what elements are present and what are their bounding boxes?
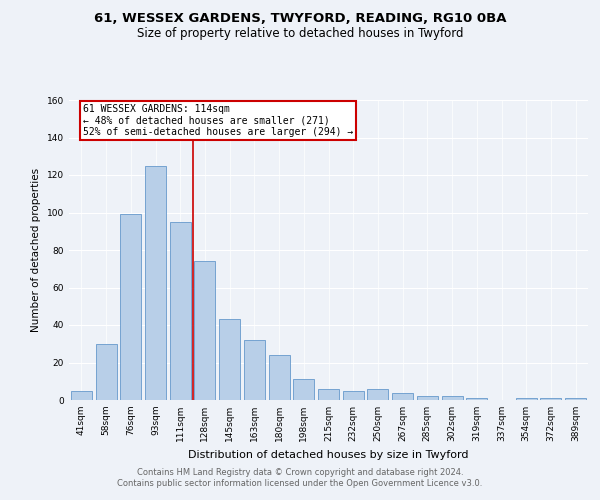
Text: 61, WESSEX GARDENS, TWYFORD, READING, RG10 0BA: 61, WESSEX GARDENS, TWYFORD, READING, RG… — [94, 12, 506, 26]
Bar — [442, 396, 463, 400]
X-axis label: Distribution of detached houses by size in Twyford: Distribution of detached houses by size … — [188, 450, 469, 460]
Bar — [392, 392, 413, 400]
Bar — [565, 398, 586, 400]
Bar — [145, 166, 166, 400]
Bar — [343, 390, 364, 400]
Bar — [516, 398, 537, 400]
Bar — [293, 380, 314, 400]
Bar — [95, 344, 116, 400]
Bar — [367, 389, 388, 400]
Text: Contains HM Land Registry data © Crown copyright and database right 2024.
Contai: Contains HM Land Registry data © Crown c… — [118, 468, 482, 487]
Bar — [318, 389, 339, 400]
Bar — [417, 396, 438, 400]
Text: 61 WESSEX GARDENS: 114sqm
← 48% of detached houses are smaller (271)
52% of semi: 61 WESSEX GARDENS: 114sqm ← 48% of detac… — [83, 104, 353, 137]
Bar — [194, 261, 215, 400]
Bar — [120, 214, 141, 400]
Bar — [269, 355, 290, 400]
Bar — [466, 398, 487, 400]
Bar — [71, 390, 92, 400]
Text: Size of property relative to detached houses in Twyford: Size of property relative to detached ho… — [137, 28, 463, 40]
Bar — [244, 340, 265, 400]
Y-axis label: Number of detached properties: Number of detached properties — [31, 168, 41, 332]
Bar — [219, 320, 240, 400]
Bar — [541, 398, 562, 400]
Bar — [170, 222, 191, 400]
